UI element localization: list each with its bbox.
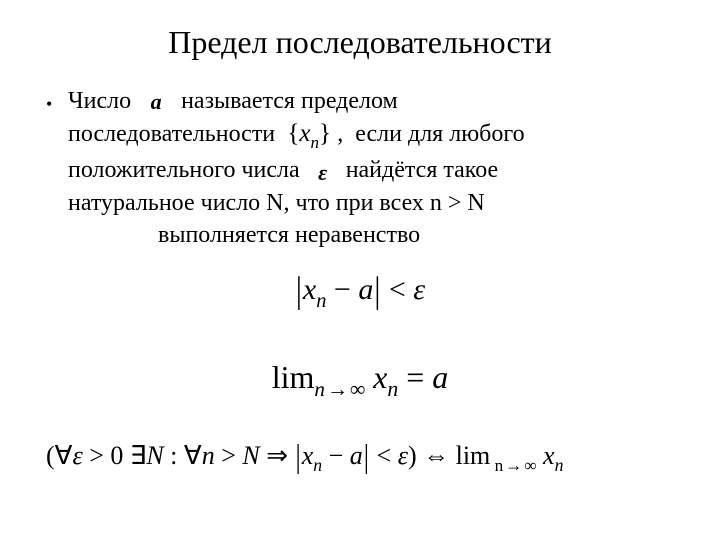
text: ,: [337, 121, 343, 147]
sequence-symbol: {xn}: [281, 120, 337, 147]
prose-line-2: последовательности {xn} , если для любог…: [68, 117, 680, 154]
prose-line-1: Число a называется пределом: [68, 85, 680, 117]
text: найдётся такое: [346, 157, 499, 183]
text: последовательности: [68, 121, 275, 147]
prose-line-3: положительного числа ε найдётся такое: [68, 154, 680, 186]
formula-2: limn→∞ xn = a: [272, 356, 449, 404]
bullet-item: • Число a называется пределом последоват…: [40, 85, 680, 252]
bullet-dot-icon: •: [46, 95, 52, 113]
formula-1-block: |xn − a| < ε: [40, 270, 680, 315]
symbol-epsilon: ε: [306, 158, 340, 188]
text: если для любого: [355, 121, 524, 147]
prose-line-5: выполняется неравенство: [68, 219, 680, 251]
slide-title: Предел последовательности: [40, 24, 680, 61]
slide: Предел последовательности • Число a назы…: [0, 0, 720, 540]
prose-line-4: натуральное число N, что при всех n > N: [68, 187, 680, 219]
formula-3: (∀ε > 0 ∃N : ∀n > N ⇒ |xn − a| < ε) ⇔ li…: [40, 438, 680, 477]
text: называется пределом: [181, 88, 398, 114]
symbol-a: a: [137, 87, 175, 117]
text: положительного числа: [68, 157, 300, 183]
formula-1: |xn − a| < ε: [295, 270, 425, 315]
formula-2-block: limn→∞ xn = a: [40, 332, 680, 404]
text: натуральное число N, что при всех n > N: [68, 190, 485, 216]
text: Число: [68, 88, 131, 114]
slide-body: • Число a называется пределом последоват…: [40, 85, 680, 477]
text: выполняется неравенство: [158, 222, 420, 248]
